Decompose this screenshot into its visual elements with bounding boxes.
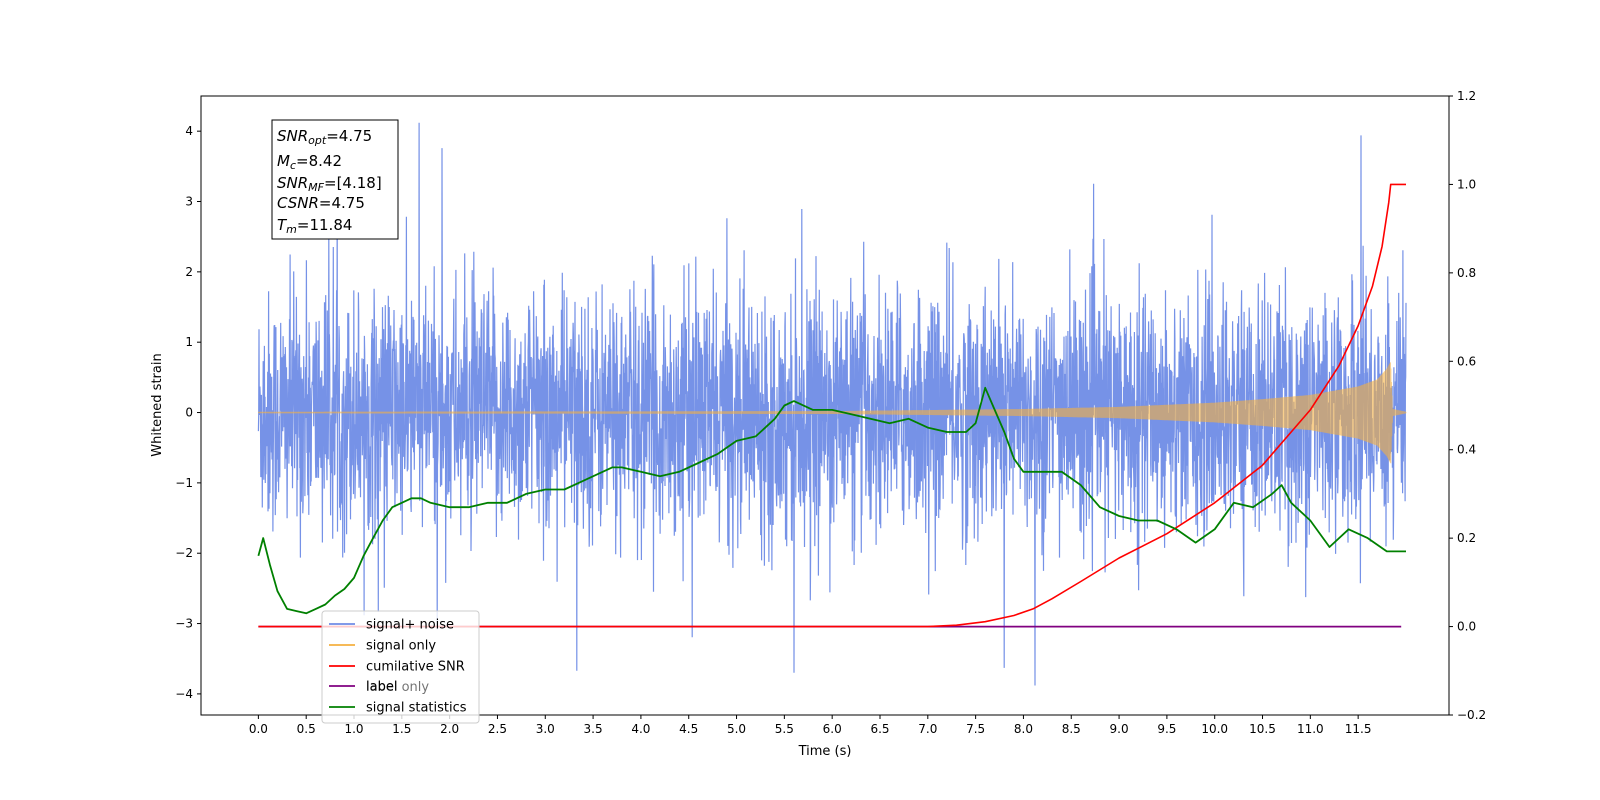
x-tick-label: 11.0 [1297,722,1324,736]
y-tick-label: −1 [175,476,193,490]
x-tick-label: 7.0 [918,722,937,736]
x-tick-label: 1.0 [344,722,363,736]
y2-tick-label: 1.0 [1457,177,1476,191]
x-tick-label: 2.0 [440,722,459,736]
x-tick-label: 0.5 [297,722,316,736]
x-tick-label: 0.0 [249,722,268,736]
x-tick-label: 10.0 [1201,722,1228,736]
annotation-snr-opt: SNRopt=4.75 [277,127,372,147]
legend-label: signal only [366,639,436,654]
x-axis-label: Time (s) [798,744,852,759]
y-tick-label: −4 [175,687,193,701]
y-tick-label: 4 [185,124,193,138]
x-tick-label: 6.5 [870,722,889,736]
y-axis-label: Whitened strain [150,353,165,456]
y-tick-label: −2 [175,546,193,560]
x-tick-label: 5.5 [775,722,794,736]
x-tick-label: 7.5 [966,722,985,736]
legend-label: label [366,680,397,695]
x-tick-label: 9.0 [1110,722,1129,736]
axes-frame [200,95,1450,716]
x-tick-label: 6.0 [823,722,842,736]
y-axis-right: 1.2 1.0 0.8 0.6 0.4 0.2 0.0 −0.2 [1449,89,1486,722]
legend-entries: signal+ noise signal only cumilative SNR la… [329,618,467,716]
y-tick-label: 2 [185,265,193,279]
annotation-mc: Mc=8.42 [277,152,342,172]
annotation-snr-mf: SNRMF=[4.18] [277,174,382,194]
x-tick-label: 4.0 [631,722,650,736]
series-layer [257,122,1407,686]
series-line-signal-statistics [257,386,1406,615]
x-tick-label: 1.5 [392,722,411,736]
y2-tick-label: 0.0 [1457,620,1476,634]
legend-label: signal statistics [366,701,467,716]
annotation-csnr: CSNR=4.75 [277,194,365,212]
y2-tick-label: 0.6 [1457,354,1476,368]
legend-ghost-text: label only [366,680,429,695]
x-tick-label: 11.5 [1345,722,1372,736]
x-tick-label: 9.5 [1157,722,1176,736]
y-tick-label: 3 [185,195,193,209]
annotation-tm: Tm=11.84 [277,216,352,236]
x-tick-label: 3.5 [584,722,603,736]
x-axis: 0.0 0.5 1.0 1.5 2.0 2.5 3.0 3.5 4.0 4.5 5.0 5.5 6.0 6… [249,715,1372,736]
series-line-signal-only [257,362,1407,464]
legend-label: cumilative SNR [366,660,465,675]
y2-tick-label: −0.2 [1457,708,1486,722]
x-tick-label: 3.0 [536,722,555,736]
legend-box [321,610,480,724]
y-tick-label: 1 [185,335,193,349]
legend-label: signal+ noise [366,618,454,633]
annotation-box [271,119,399,240]
y2-tick-label: 0.8 [1457,266,1476,280]
y2-tick-label: 0.4 [1457,443,1476,457]
x-tick-label: 4.5 [679,722,698,736]
legend: label only signal+ noise signal only cumil… [321,610,480,724]
x-tick-label: 5.0 [727,722,746,736]
x-tick-label: 2.5 [488,722,507,736]
x-tick-label: 10.5 [1249,722,1276,736]
y2-tick-label: 0.2 [1457,531,1476,545]
y2-tick-label: 1.2 [1457,89,1476,103]
metrics-annotation: SNRopt=4.75 Mc=8.42 SNRMF=[4.18] CSNR=4.… [271,119,399,240]
x-tick-label: 8.0 [1014,722,1033,736]
x-tick-label: 8.5 [1062,722,1081,736]
series-line-cumulative-snr [258,183,1406,628]
y-tick-label: −3 [175,617,193,631]
y-tick-label: 0 [185,406,193,420]
y-axis-left: 4 3 2 1 0 −1 −2 −3 −4 [175,124,201,701]
